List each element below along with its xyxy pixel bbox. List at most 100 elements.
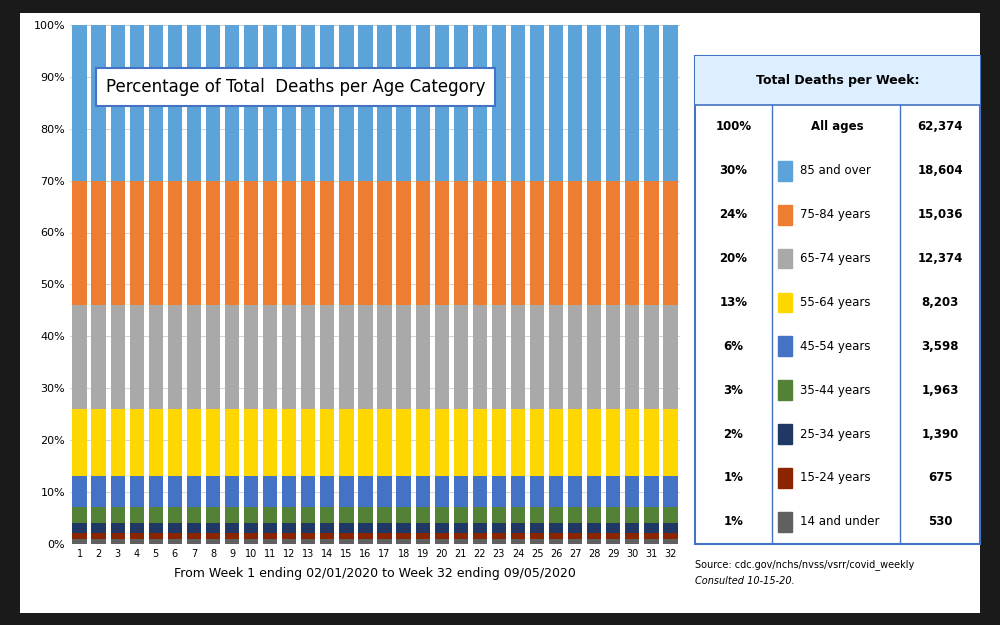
Bar <box>530 539 544 544</box>
Bar <box>91 539 106 544</box>
Text: 25-34 years: 25-34 years <box>800 428 871 441</box>
Bar <box>187 533 201 539</box>
Bar <box>511 539 525 544</box>
Text: 3,598: 3,598 <box>921 340 959 352</box>
Bar <box>473 25 487 181</box>
Bar <box>225 508 239 523</box>
Bar <box>663 533 678 539</box>
Bar <box>625 25 639 181</box>
Bar <box>606 476 620 508</box>
Bar <box>72 25 87 181</box>
Bar <box>778 205 792 224</box>
Bar <box>72 476 87 508</box>
Bar <box>644 523 659 533</box>
Bar <box>416 539 430 544</box>
Bar <box>111 533 125 539</box>
Bar <box>244 476 258 508</box>
Bar <box>282 25 296 181</box>
Bar <box>244 25 258 181</box>
Bar <box>225 181 239 305</box>
Bar <box>396 533 411 539</box>
Bar <box>301 533 315 539</box>
Bar <box>168 25 182 181</box>
Bar <box>549 305 563 409</box>
Bar <box>396 181 411 305</box>
Bar <box>778 336 792 356</box>
Bar <box>130 508 144 523</box>
Bar <box>187 305 201 409</box>
Text: 1,390: 1,390 <box>921 428 959 441</box>
Bar <box>511 523 525 533</box>
Bar <box>663 409 678 476</box>
Bar <box>644 539 659 544</box>
Bar <box>377 181 392 305</box>
Bar <box>377 508 392 523</box>
Bar <box>473 523 487 533</box>
Bar <box>263 476 277 508</box>
Bar <box>130 476 144 508</box>
Bar <box>358 181 373 305</box>
Bar <box>149 533 163 539</box>
Bar <box>625 305 639 409</box>
Bar <box>339 476 354 508</box>
Bar <box>625 508 639 523</box>
Bar <box>435 476 449 508</box>
Bar <box>549 539 563 544</box>
Text: 35-44 years: 35-44 years <box>800 384 871 397</box>
Bar <box>187 476 201 508</box>
Bar <box>206 181 220 305</box>
Bar <box>377 539 392 544</box>
Bar <box>625 409 639 476</box>
Text: Total Deaths per Week:: Total Deaths per Week: <box>756 74 919 87</box>
Text: 8,203: 8,203 <box>921 296 959 309</box>
Bar <box>511 25 525 181</box>
Bar <box>530 523 544 533</box>
Bar <box>111 409 125 476</box>
X-axis label: From Week 1 ending 02/01/2020 to Week 32 ending 09/05/2020: From Week 1 ending 02/01/2020 to Week 32… <box>174 567 576 580</box>
Bar <box>282 523 296 533</box>
Bar <box>244 523 258 533</box>
Bar <box>263 539 277 544</box>
Bar <box>568 533 582 539</box>
Bar <box>111 523 125 533</box>
Bar <box>282 476 296 508</box>
Bar <box>263 305 277 409</box>
Bar <box>606 409 620 476</box>
Bar <box>778 512 792 532</box>
Bar <box>244 409 258 476</box>
Bar <box>644 25 659 181</box>
Bar <box>149 523 163 533</box>
Bar <box>435 508 449 523</box>
Bar <box>91 508 106 523</box>
Text: 18,604: 18,604 <box>917 164 963 177</box>
Bar <box>168 476 182 508</box>
Bar <box>244 305 258 409</box>
Bar <box>301 409 315 476</box>
Bar <box>187 523 201 533</box>
Bar <box>568 476 582 508</box>
Text: 13%: 13% <box>719 296 747 309</box>
Text: 75-84 years: 75-84 years <box>800 208 871 221</box>
Bar <box>435 409 449 476</box>
Text: 1,963: 1,963 <box>921 384 959 397</box>
Bar <box>530 305 544 409</box>
Bar <box>149 305 163 409</box>
Text: Consulted 10-15-20.: Consulted 10-15-20. <box>695 576 795 586</box>
Bar <box>320 539 334 544</box>
Bar <box>568 508 582 523</box>
Bar <box>663 181 678 305</box>
Bar <box>625 539 639 544</box>
Bar <box>282 181 296 305</box>
Bar <box>454 305 468 409</box>
Bar <box>587 409 601 476</box>
Text: 30%: 30% <box>719 164 747 177</box>
Bar <box>320 533 334 539</box>
Text: 24%: 24% <box>719 208 748 221</box>
Bar <box>454 25 468 181</box>
Bar <box>72 409 87 476</box>
Text: 55-64 years: 55-64 years <box>800 296 871 309</box>
Bar <box>339 523 354 533</box>
Bar <box>644 305 659 409</box>
Bar <box>473 305 487 409</box>
Bar <box>549 533 563 539</box>
